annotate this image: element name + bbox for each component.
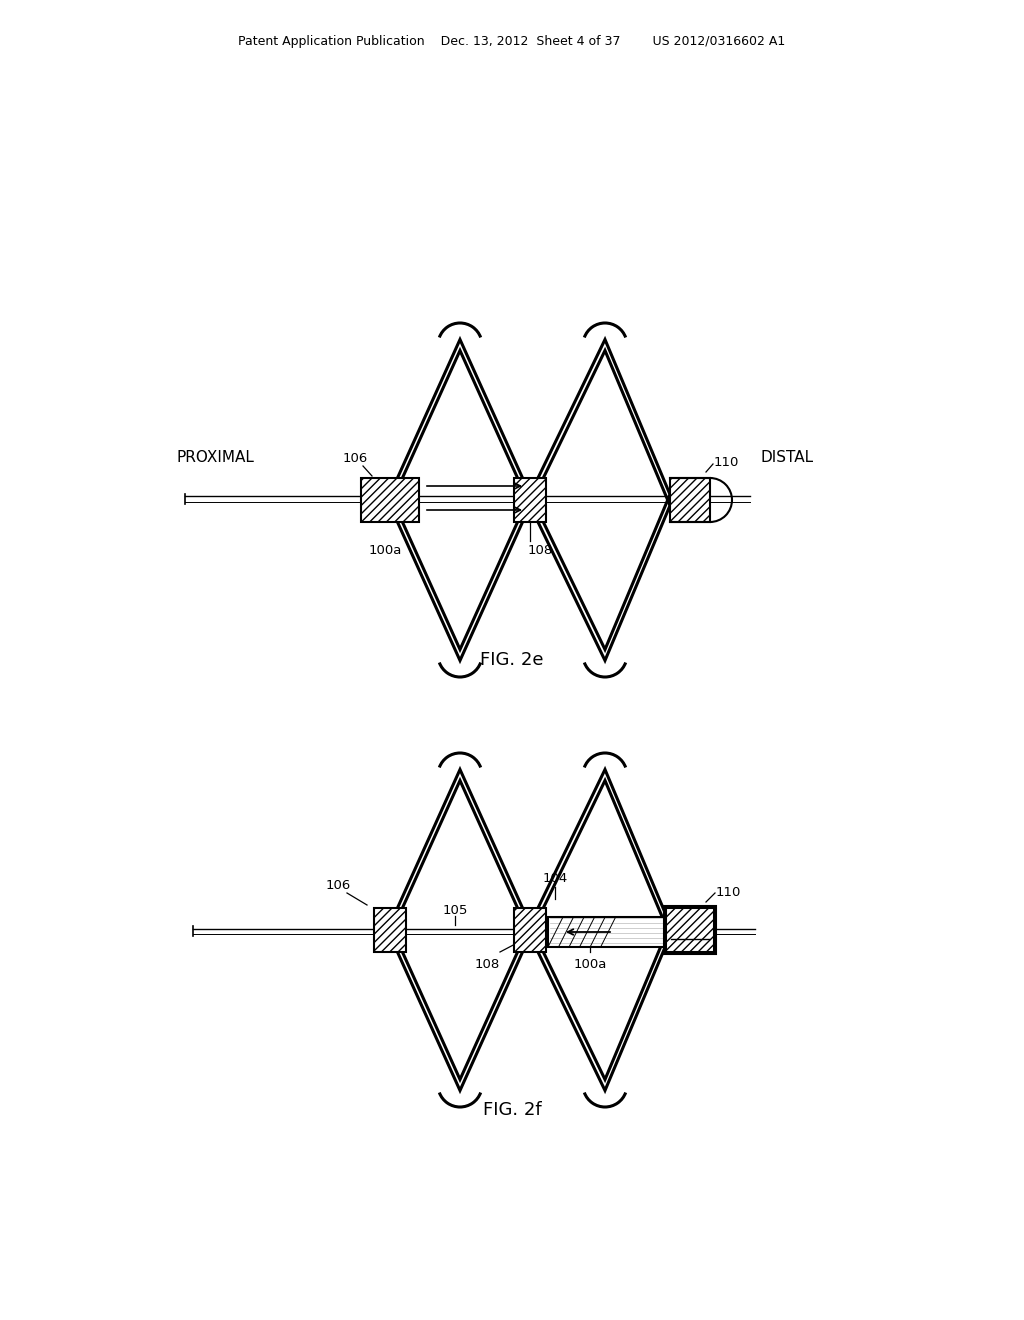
Text: 106: 106 [342,451,368,465]
Text: DISTAL: DISTAL [760,450,813,466]
Text: 108: 108 [474,958,500,972]
Text: 108: 108 [527,544,553,557]
Text: 104: 104 [543,873,567,884]
Bar [670,478,710,521]
Bar [514,478,546,521]
Bar [514,908,546,952]
Bar [666,908,714,952]
Text: 100a: 100a [369,544,401,557]
Text: 110: 110 [714,457,739,470]
Bar [548,917,665,946]
Text: 105: 105 [442,903,468,916]
Text: 110: 110 [716,886,741,899]
Text: PROXIMAL: PROXIMAL [176,450,254,466]
Bar [666,908,714,952]
Text: FIG. 2f: FIG. 2f [482,1101,542,1119]
Bar [361,478,419,521]
Bar [374,908,406,952]
Bar [514,908,546,952]
Text: 106: 106 [326,879,350,892]
Bar [664,906,716,954]
Bar [670,478,710,521]
Bar [514,478,546,521]
Bar [361,478,419,521]
Text: 100a: 100a [573,958,606,972]
Text: Patent Application Publication    Dec. 13, 2012  Sheet 4 of 37        US 2012/03: Patent Application Publication Dec. 13, … [239,36,785,49]
Bar [374,908,406,952]
Text: FIG. 2e: FIG. 2e [480,651,544,669]
